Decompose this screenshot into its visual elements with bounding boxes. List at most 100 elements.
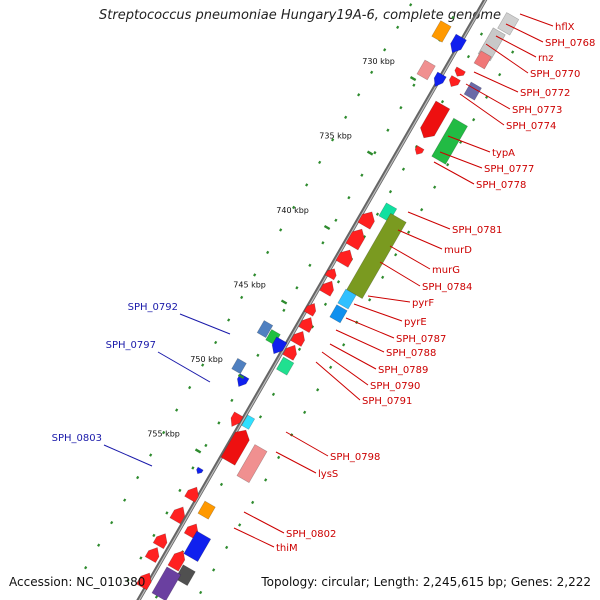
guide-dot-left-outer — [344, 115, 348, 120]
guide-dot-right-outer — [433, 185, 437, 189]
gene-label-right: SPH_0781 — [452, 225, 502, 236]
gene-feature — [454, 66, 466, 77]
gene-label-leader — [329, 343, 377, 370]
gene-label-leader — [505, 23, 544, 43]
gene-feature — [431, 20, 452, 43]
gene-label-right: SPH_0788 — [386, 348, 436, 359]
gene-feature — [271, 336, 288, 355]
guide-dot-left-inner — [230, 398, 234, 403]
gene-feature — [167, 550, 186, 572]
guide-dot-left-inner — [295, 286, 299, 290]
gene-label-right: SPH_0770 — [530, 69, 580, 80]
guide-dot-right-inner — [440, 99, 445, 104]
gene-feature — [230, 411, 244, 427]
guide-dot-left-outer — [97, 543, 101, 547]
guide-dot-left-inner — [178, 488, 182, 493]
guide-dot-left-outer — [292, 205, 296, 210]
gene-feature — [231, 357, 247, 375]
gene-label-right: SPH_0784 — [422, 282, 472, 293]
gene-label-leader — [345, 317, 395, 339]
gene-label-right: SPH_0774 — [506, 121, 556, 132]
gene-label-leader — [103, 444, 153, 467]
guide-dot-left-outer — [279, 228, 283, 232]
ruler-label: 730 kbp — [362, 57, 395, 66]
guide-dot-right-inner — [297, 347, 302, 352]
gene-label-left: SPH_0803 — [52, 433, 102, 444]
gene-feature — [220, 429, 250, 466]
guide-dot-left-inner — [191, 466, 195, 470]
gene-label-leader — [233, 527, 275, 548]
gene-label-right: SPH_0798 — [330, 452, 380, 463]
guide-dot-left-outer — [201, 363, 205, 367]
gene-label-right: SPH_0802 — [286, 529, 336, 540]
gene-feature — [282, 344, 297, 361]
gene-label-right: SPH_0768 — [545, 38, 595, 49]
gene-feature — [337, 288, 357, 310]
ruler-tick — [237, 373, 245, 380]
gene-feature — [414, 145, 425, 155]
guide-dot-left-inner — [399, 105, 403, 110]
map-title: Streptococcus pneumoniae Hungary19A-6, c… — [99, 8, 501, 23]
guide-dot-right-outer — [472, 117, 476, 122]
gene-feature — [477, 27, 506, 62]
guide-dot-left-outer — [409, 3, 413, 7]
gene-label-leader — [335, 329, 385, 353]
ruler-tick — [280, 299, 288, 305]
backbone-line — [136, 0, 488, 600]
guide-dot-right-outer — [212, 568, 216, 572]
gene-label-left: SPH_0792 — [128, 302, 178, 313]
gene-label-leader — [465, 83, 511, 110]
guide-dot-right-outer — [238, 523, 242, 527]
guide-dot-left-outer — [84, 565, 88, 570]
gene-label-leader — [367, 295, 411, 303]
gene-feature — [346, 213, 407, 300]
guide-dot-left-outer — [110, 520, 114, 525]
guide-dot-left-inner — [217, 421, 221, 425]
gene-label-right: typA — [492, 148, 515, 159]
backbone-layer — [136, 0, 488, 600]
guide-dot-right-inner — [323, 302, 328, 306]
gene-feature — [256, 320, 274, 339]
guide-dot-left-outer — [162, 430, 166, 435]
guide-dot-left-outer — [123, 498, 127, 502]
guide-dot-right-inner — [271, 392, 276, 397]
gene-label-leader — [275, 451, 317, 474]
gene-label-right: SPH_0790 — [370, 381, 420, 392]
guide-dot-left-outer — [396, 25, 400, 29]
guide-dot-right-outer — [277, 455, 281, 460]
gene-label-right: SPH_0777 — [484, 164, 534, 175]
guide-dot-right-inner — [375, 212, 380, 216]
gene-label-right: SPH_0787 — [396, 334, 446, 345]
gene-feature — [241, 414, 256, 430]
guide-dot-left-outer — [136, 475, 140, 480]
guide-dot-right-outer — [264, 478, 268, 482]
gene-label-left: SPH_0797 — [106, 340, 156, 351]
features-layer — [135, 12, 520, 600]
guide-dot-right-outer — [407, 230, 411, 234]
ruler-label: 750 kbp — [190, 355, 223, 364]
gene-feature — [345, 228, 365, 251]
guide-dot-left-outer — [370, 70, 374, 74]
gene-label-leader — [495, 35, 537, 58]
gene-feature — [197, 500, 216, 520]
guide-dot-right-inner — [401, 167, 406, 171]
guide-dot-left-outer — [318, 160, 322, 165]
guide-dot-left-inner — [256, 353, 260, 358]
ruler-label: 745 kbp — [233, 280, 266, 289]
guide-dot-right-outer — [329, 365, 333, 370]
gene-feature — [144, 547, 160, 564]
guide-dot-left-outer — [266, 250, 270, 255]
gene-label-leader — [389, 245, 431, 270]
gene-label-right: thiM — [276, 543, 298, 554]
gene-feature — [448, 75, 461, 88]
guide-dot-left-inner — [334, 218, 338, 222]
gene-feature — [151, 566, 182, 600]
guide-dot-left-outer — [149, 453, 153, 457]
gene-label-right: SPH_0791 — [362, 396, 412, 407]
guide-dot-right-inner — [219, 482, 224, 487]
guide-dot-right-inner — [310, 325, 315, 329]
gene-label-leader — [315, 361, 361, 401]
gene-feature — [335, 249, 353, 268]
gene-label-right: murG — [432, 265, 460, 276]
